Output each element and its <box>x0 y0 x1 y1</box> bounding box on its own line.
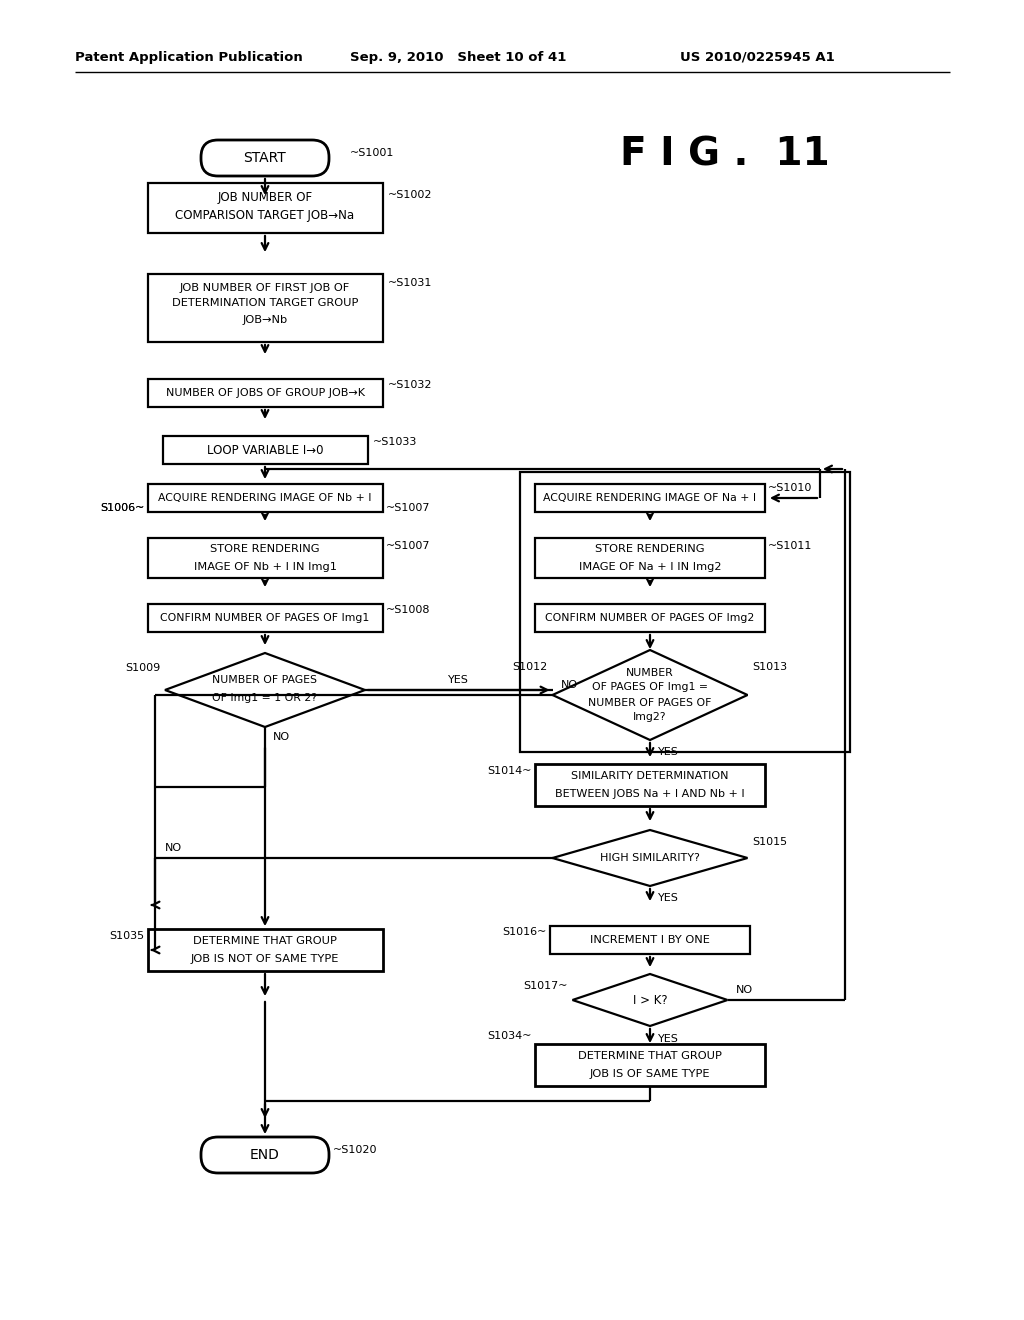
Text: STORE RENDERING: STORE RENDERING <box>210 544 319 554</box>
Text: JOB IS OF SAME TYPE: JOB IS OF SAME TYPE <box>590 1069 711 1078</box>
Text: NO: NO <box>273 733 290 742</box>
Text: BETWEEN JOBS Na + I AND Nb + I: BETWEEN JOBS Na + I AND Nb + I <box>555 789 744 799</box>
Text: END: END <box>250 1148 280 1162</box>
Text: Patent Application Publication: Patent Application Publication <box>75 50 303 63</box>
Text: ~S1002: ~S1002 <box>387 190 432 201</box>
Text: ~S1008: ~S1008 <box>385 605 430 615</box>
Text: S1016~: S1016~ <box>503 927 547 937</box>
Text: ~S1011: ~S1011 <box>768 541 812 550</box>
FancyBboxPatch shape <box>147 183 383 234</box>
Text: US 2010/0225945 A1: US 2010/0225945 A1 <box>680 50 835 63</box>
Text: S1006~: S1006~ <box>100 503 144 513</box>
Text: NUMBER OF JOBS OF GROUP JOB→K: NUMBER OF JOBS OF GROUP JOB→K <box>166 388 365 399</box>
Text: INCREMENT I BY ONE: INCREMENT I BY ONE <box>590 935 710 945</box>
Text: START: START <box>244 150 287 165</box>
Text: JOB IS NOT OF SAME TYPE: JOB IS NOT OF SAME TYPE <box>190 954 339 964</box>
Text: YES: YES <box>658 1034 679 1044</box>
Text: ~S1031: ~S1031 <box>387 279 432 288</box>
Text: ~S1033: ~S1033 <box>373 437 417 447</box>
Text: S1013: S1013 <box>753 663 787 672</box>
FancyBboxPatch shape <box>535 605 765 632</box>
Text: OF PAGES OF Img1 =: OF PAGES OF Img1 = <box>592 682 708 692</box>
Text: S1009: S1009 <box>125 663 160 673</box>
Text: ACQUIRE RENDERING IMAGE OF Na + I: ACQUIRE RENDERING IMAGE OF Na + I <box>544 492 757 503</box>
Text: DETERMINATION TARGET GROUP: DETERMINATION TARGET GROUP <box>172 298 358 308</box>
Text: S1015: S1015 <box>753 837 787 847</box>
Text: YES: YES <box>658 894 679 903</box>
FancyBboxPatch shape <box>147 929 383 972</box>
Text: NO: NO <box>735 985 753 995</box>
Text: ~S1032: ~S1032 <box>387 380 432 389</box>
FancyBboxPatch shape <box>147 605 383 632</box>
Text: NO: NO <box>560 680 578 690</box>
Text: ~S1001: ~S1001 <box>350 148 394 158</box>
Text: IMAGE OF Na + I IN Img2: IMAGE OF Na + I IN Img2 <box>579 562 721 572</box>
Text: S1035: S1035 <box>110 931 144 941</box>
Text: NUMBER OF PAGES: NUMBER OF PAGES <box>213 675 317 685</box>
Text: IMAGE OF Nb + I IN Img1: IMAGE OF Nb + I IN Img1 <box>194 562 337 572</box>
Text: LOOP VARIABLE I→0: LOOP VARIABLE I→0 <box>207 444 324 457</box>
Text: OF Img1 = 1 OR 2?: OF Img1 = 1 OR 2? <box>213 693 317 704</box>
Text: NUMBER: NUMBER <box>626 668 674 678</box>
FancyBboxPatch shape <box>201 140 329 176</box>
Text: ~S1010: ~S1010 <box>768 483 812 492</box>
Text: HIGH SIMILARITY?: HIGH SIMILARITY? <box>600 853 700 863</box>
Text: JOB→Nb: JOB→Nb <box>243 315 288 325</box>
FancyBboxPatch shape <box>163 436 368 465</box>
Text: Sep. 9, 2010   Sheet 10 of 41: Sep. 9, 2010 Sheet 10 of 41 <box>350 50 566 63</box>
Text: I > K?: I > K? <box>633 994 668 1006</box>
Text: F I G .  11: F I G . 11 <box>620 136 829 174</box>
FancyBboxPatch shape <box>147 539 383 578</box>
FancyBboxPatch shape <box>147 484 383 512</box>
Text: S1014~: S1014~ <box>487 766 532 776</box>
Text: S1012: S1012 <box>512 663 548 672</box>
Polygon shape <box>553 649 748 741</box>
FancyBboxPatch shape <box>147 275 383 342</box>
FancyBboxPatch shape <box>535 484 765 512</box>
Text: S1006~: S1006~ <box>100 503 144 513</box>
Text: YES: YES <box>658 747 679 756</box>
Text: STORE RENDERING: STORE RENDERING <box>595 544 705 554</box>
Text: YES: YES <box>449 675 469 685</box>
Text: ACQUIRE RENDERING IMAGE OF Nb + I: ACQUIRE RENDERING IMAGE OF Nb + I <box>159 492 372 503</box>
FancyBboxPatch shape <box>535 539 765 578</box>
Text: SIMILARITY DETERMINATION: SIMILARITY DETERMINATION <box>571 771 729 781</box>
Polygon shape <box>572 974 727 1026</box>
FancyBboxPatch shape <box>147 379 383 407</box>
Text: S1017~: S1017~ <box>523 981 567 991</box>
Text: COMPARISON TARGET JOB→Na: COMPARISON TARGET JOB→Na <box>175 210 354 223</box>
Text: JOB NUMBER OF FIRST JOB OF: JOB NUMBER OF FIRST JOB OF <box>180 282 350 293</box>
Text: NO: NO <box>165 843 182 853</box>
Text: ~S1007: ~S1007 <box>385 541 430 550</box>
FancyBboxPatch shape <box>535 1044 765 1086</box>
Text: ~S1020: ~S1020 <box>333 1144 378 1155</box>
FancyBboxPatch shape <box>550 927 750 954</box>
Text: NUMBER OF PAGES OF: NUMBER OF PAGES OF <box>589 698 712 708</box>
Polygon shape <box>553 830 748 886</box>
FancyBboxPatch shape <box>201 1137 329 1173</box>
Text: ~S1007: ~S1007 <box>385 503 430 513</box>
Text: CONFIRM NUMBER OF PAGES OF Img2: CONFIRM NUMBER OF PAGES OF Img2 <box>546 612 755 623</box>
Text: JOB NUMBER OF: JOB NUMBER OF <box>217 191 312 205</box>
FancyBboxPatch shape <box>535 764 765 807</box>
Text: Img2?: Img2? <box>633 711 667 722</box>
Text: CONFIRM NUMBER OF PAGES OF Img1: CONFIRM NUMBER OF PAGES OF Img1 <box>161 612 370 623</box>
Text: S1034~: S1034~ <box>487 1031 532 1041</box>
Polygon shape <box>165 653 365 727</box>
Text: DETERMINE THAT GROUP: DETERMINE THAT GROUP <box>194 936 337 946</box>
Text: DETERMINE THAT GROUP: DETERMINE THAT GROUP <box>579 1051 722 1061</box>
